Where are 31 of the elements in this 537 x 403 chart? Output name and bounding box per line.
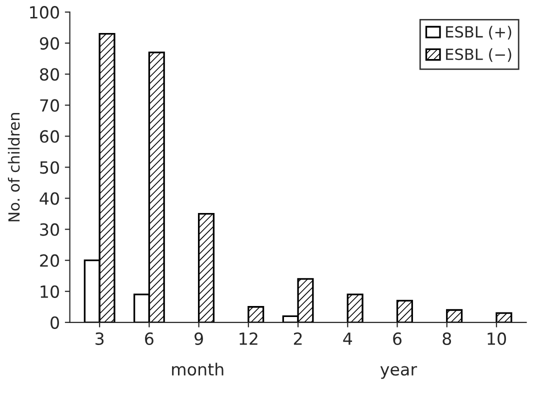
y-tick-label: 10 bbox=[40, 285, 59, 298]
bar bbox=[198, 212, 215, 322]
x-tick-label: 2 bbox=[294, 332, 302, 345]
y-tick-label: 60 bbox=[40, 130, 59, 143]
y-tick-label: 90 bbox=[40, 37, 59, 50]
y-tick-label: 50 bbox=[40, 161, 59, 174]
x-tick-label: 4 bbox=[343, 332, 352, 345]
bar bbox=[446, 309, 463, 322]
x-tick-label: 10 bbox=[488, 332, 506, 346]
bar bbox=[248, 306, 264, 322]
y-tick-label: 20 bbox=[40, 254, 59, 267]
x-tick-label: 8 bbox=[442, 332, 452, 346]
text: month bbox=[172, 362, 224, 376]
y-tick-label: 80 bbox=[40, 68, 59, 81]
y-axis-title: No. of children bbox=[8, 112, 20, 222]
legend-label: ESBL (−) bbox=[446, 48, 512, 62]
x-tick-label: 3 bbox=[96, 332, 104, 346]
x-tick-label: 9 bbox=[194, 332, 203, 346]
bar bbox=[346, 294, 364, 322]
text: year bbox=[380, 366, 418, 379]
legend-label: ESBL (+) bbox=[446, 26, 512, 40]
x-tick-label: 6 bbox=[145, 332, 154, 346]
y-tick-label: 100 bbox=[30, 6, 59, 19]
y-tick-label: 0 bbox=[50, 316, 59, 329]
bar bbox=[496, 312, 512, 322]
y-tick-label: 30 bbox=[40, 223, 59, 236]
y-tick-label: 70 bbox=[40, 99, 59, 112]
y-tick-label: 40 bbox=[40, 192, 59, 205]
x-tick-label: 12 bbox=[240, 332, 258, 345]
x-tick-label: 6 bbox=[393, 332, 402, 346]
bar bbox=[396, 300, 413, 322]
